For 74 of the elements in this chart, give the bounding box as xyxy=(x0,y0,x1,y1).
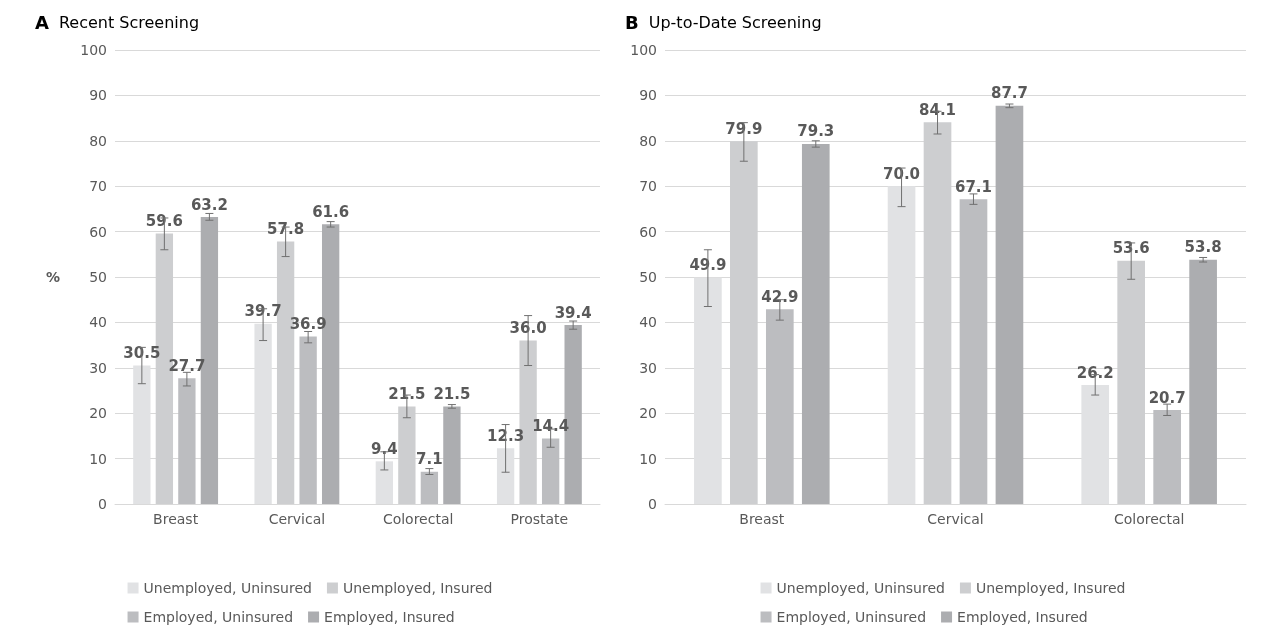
y-tick-label: 40 xyxy=(89,314,107,331)
bar xyxy=(1153,410,1181,504)
chart-title: B Up-to-Date Screening xyxy=(625,11,822,33)
data-label: 7.1 xyxy=(416,450,443,469)
data-label: 39.7 xyxy=(244,302,282,321)
y-tick-label: 20 xyxy=(639,405,657,422)
y-tick-label: 90 xyxy=(89,87,107,104)
y-tick-label: 10 xyxy=(89,450,107,467)
x-tick-label: Colorectal xyxy=(1113,511,1185,527)
x-tick-label: Cervical xyxy=(927,511,984,527)
data-label: 57.8 xyxy=(267,220,305,239)
bar xyxy=(801,143,830,504)
y-tick-label: 50 xyxy=(639,269,657,285)
y-tick-label: 70 xyxy=(639,178,657,195)
y-tick-label: 80 xyxy=(89,132,107,149)
y-tick-label: 50 xyxy=(89,269,107,285)
data-label: 9.4 xyxy=(371,439,398,458)
legend-label: Unemployed, Uninsured xyxy=(776,580,945,596)
x-tick-label: Colorectal xyxy=(382,511,454,527)
x-tick-label: Prostate xyxy=(510,511,569,527)
data-label: 42.9 xyxy=(761,287,799,306)
bar xyxy=(541,438,560,504)
data-label: 36.9 xyxy=(289,314,327,333)
bar xyxy=(1189,259,1217,504)
data-label: 20.7 xyxy=(1148,388,1186,407)
data-label: 63.2 xyxy=(190,195,228,214)
y-tick-label: 30 xyxy=(89,359,107,376)
bar xyxy=(443,406,461,504)
legend-label: Unemployed, Uninsured xyxy=(143,580,312,596)
data-label: 36.0 xyxy=(509,319,547,338)
x-tick-label: Cervical xyxy=(268,511,326,527)
legend-label: Employed, Uninsured xyxy=(143,609,294,625)
data-label: 67.1 xyxy=(954,177,992,196)
legend-label: Employed, Insured xyxy=(324,609,455,625)
bar xyxy=(178,378,196,504)
y-tick-label: 60 xyxy=(639,223,657,240)
data-label: 84.1 xyxy=(919,100,957,119)
legend-label: Employed, Uninsured xyxy=(776,609,927,625)
data-label: 39.4 xyxy=(554,303,592,322)
legend-label: Unemployed, Insured xyxy=(975,580,1126,596)
bar xyxy=(995,105,1024,504)
x-tick-label: Breast xyxy=(153,511,199,527)
chart-title: A Recent Screening xyxy=(35,11,200,33)
y-tick-label: 10 xyxy=(639,450,657,467)
data-label: 26.2 xyxy=(1076,363,1114,382)
legend-label: Employed, Insured xyxy=(957,609,1088,625)
y-tick-label: 30 xyxy=(639,359,657,376)
bar xyxy=(299,336,317,504)
y-tick-label: 40 xyxy=(639,314,657,331)
y-tick-label: 20 xyxy=(89,405,107,422)
data-label: 79.3 xyxy=(797,122,835,141)
data-label: 59.6 xyxy=(145,211,183,230)
bar xyxy=(959,199,988,504)
data-label: 61.6 xyxy=(312,202,350,221)
y-tick-label: 60 xyxy=(89,223,107,240)
bar xyxy=(765,309,794,504)
data-label: 27.7 xyxy=(168,356,206,375)
legend-label: Unemployed, Insured xyxy=(342,580,493,596)
data-label: 49.9 xyxy=(689,255,727,274)
y-tick-label: 90 xyxy=(639,87,657,104)
data-label: 14.4 xyxy=(532,417,570,436)
y-tick-label: 100 xyxy=(630,42,657,58)
data-label: 87.7 xyxy=(990,84,1028,103)
y-axis-title: % xyxy=(45,269,60,285)
data-label: 21.5 xyxy=(433,384,471,403)
y-tick-label: 100 xyxy=(80,42,107,58)
x-tick-label: Breast xyxy=(739,511,785,527)
bar xyxy=(420,471,439,504)
y-tick-label: 80 xyxy=(639,132,657,149)
data-label: 53.8 xyxy=(1184,238,1222,257)
y-tick-label: 70 xyxy=(89,178,107,195)
data-label: 21.5 xyxy=(388,384,426,403)
y-tick-label: 0 xyxy=(648,496,657,512)
y-tick-label: 0 xyxy=(98,496,107,512)
